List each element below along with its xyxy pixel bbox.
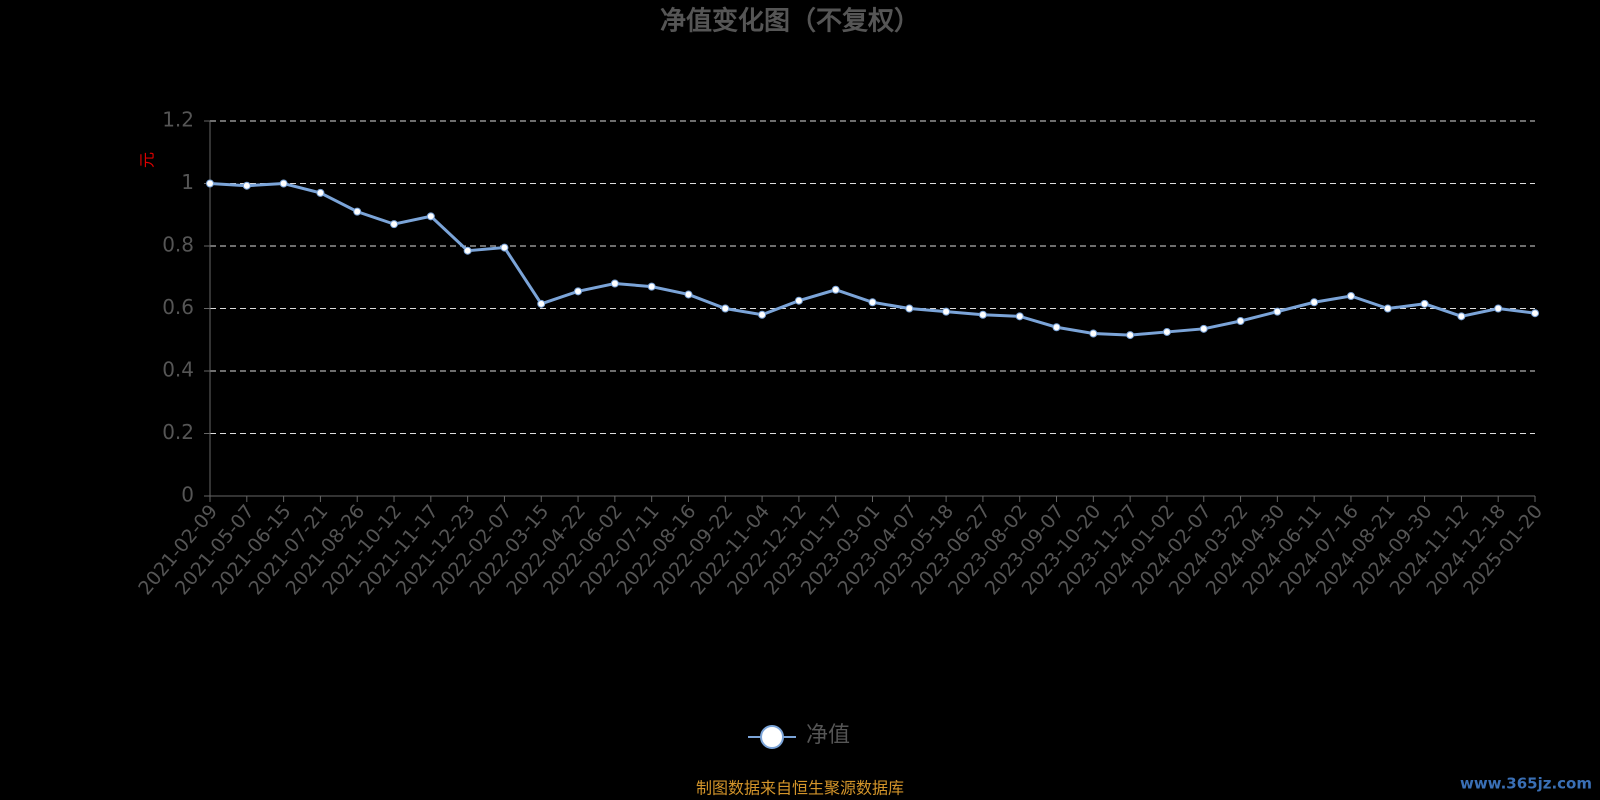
data-point xyxy=(942,307,951,316)
data-point xyxy=(1126,331,1135,340)
data-point xyxy=(684,290,693,299)
y-tick-label: 0 xyxy=(181,483,194,507)
y-tick-label: 1 xyxy=(181,170,194,194)
source-note: 制图数据来自恒生聚源数据库 xyxy=(696,779,904,798)
data-point xyxy=(242,181,251,190)
data-line xyxy=(209,181,1536,337)
data-point xyxy=(1162,327,1171,336)
data-point xyxy=(794,296,803,305)
data-point xyxy=(390,220,399,229)
watermark: www.365jz.com xyxy=(1460,775,1592,793)
data-point xyxy=(905,304,914,313)
legend-marker xyxy=(760,725,784,749)
data-point xyxy=(316,188,325,197)
data-point xyxy=(1015,312,1024,321)
data-point xyxy=(647,282,656,291)
y-tick-label: 0.6 xyxy=(162,295,194,319)
data-point xyxy=(574,287,583,296)
data-point xyxy=(1310,298,1319,307)
data-point xyxy=(500,243,509,252)
data-point xyxy=(1273,307,1282,316)
data-point xyxy=(353,207,362,216)
data-point xyxy=(1052,323,1061,332)
data-point xyxy=(610,279,619,288)
y-axis-label: 元 xyxy=(138,152,157,168)
y-tick-label: 0.4 xyxy=(162,358,194,382)
data-point xyxy=(978,310,987,319)
y-tick-label: 0.8 xyxy=(162,233,194,257)
data-point xyxy=(1383,304,1392,313)
data-point xyxy=(1346,292,1355,300)
chart-title: 净值变化图（不复权） xyxy=(660,6,920,37)
data-point xyxy=(1236,317,1245,325)
y-tick-label: 1.2 xyxy=(162,108,194,132)
y-tick-label: 0.2 xyxy=(162,420,194,444)
data-point xyxy=(1531,309,1539,318)
data-point xyxy=(1494,304,1503,313)
data-point xyxy=(537,299,546,308)
data-point xyxy=(1457,312,1466,321)
data-point xyxy=(463,246,472,255)
data-point xyxy=(1420,299,1429,308)
data-point xyxy=(758,310,767,319)
data-point xyxy=(1089,329,1098,338)
data-point xyxy=(426,212,435,221)
data-point xyxy=(868,298,877,307)
data-point xyxy=(279,179,288,188)
data-point xyxy=(206,179,214,188)
data-point xyxy=(721,304,730,313)
data-point xyxy=(1199,324,1208,333)
data-point xyxy=(831,285,840,294)
legend-label: 净值 xyxy=(806,723,850,748)
